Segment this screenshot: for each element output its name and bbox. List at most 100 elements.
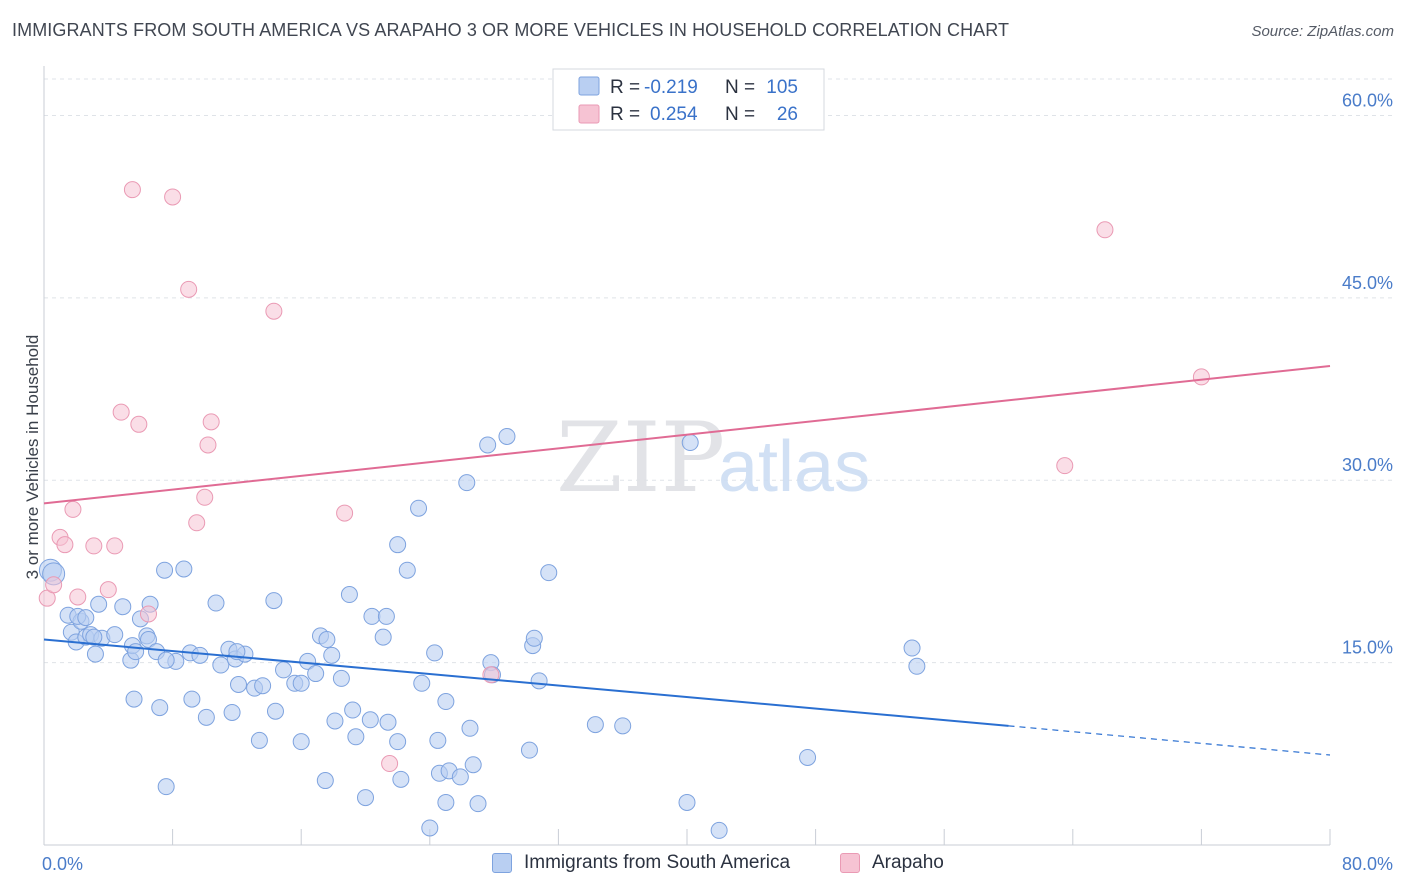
data-point-immigrants: [540, 564, 558, 582]
data-point-immigrants: [379, 713, 397, 731]
legend-r-value: -0.219: [644, 77, 698, 98]
data-point-arapaho: [130, 415, 148, 433]
data-point-immigrants: [398, 561, 416, 579]
data-point-immigrants: [114, 598, 132, 616]
data-point-arapaho: [1192, 368, 1210, 386]
data-point-immigrants: [458, 474, 476, 492]
data-point-arapaho: [99, 581, 117, 599]
trend-line-arapaho: [43, 364, 1331, 505]
legend-swatch-immigrants: [492, 853, 512, 873]
data-point-arapaho: [1056, 457, 1074, 475]
data-point-immigrants: [340, 586, 358, 604]
y-tick-label: 45.0%: [1342, 273, 1393, 293]
data-point-immigrants: [86, 645, 104, 663]
series-immigrants-points: [38, 427, 926, 839]
data-point-immigrants: [678, 793, 696, 811]
data-point-immigrants: [332, 669, 350, 687]
data-point-immigrants: [326, 712, 344, 730]
series-arapaho-points: [38, 181, 1210, 773]
legend-swatch-pink: [578, 104, 600, 124]
data-point-immigrants: [275, 661, 293, 679]
data-point-immigrants: [183, 690, 201, 708]
grid-lines: [44, 78, 1396, 664]
data-point-arapaho: [1096, 221, 1114, 239]
data-point-immigrants: [681, 434, 699, 452]
data-point-immigrants: [530, 672, 548, 690]
legend-r-label: R =: [610, 77, 640, 98]
data-point-immigrants: [437, 793, 455, 811]
data-point-immigrants: [525, 629, 543, 647]
trend-lines: [43, 364, 1331, 756]
data-point-immigrants: [498, 427, 516, 445]
data-point-arapaho: [336, 504, 354, 522]
legend-item-arapaho: Arapaho: [840, 852, 944, 874]
data-point-arapaho: [69, 588, 87, 606]
data-point-immigrants: [389, 536, 407, 554]
data-point-immigrants: [254, 677, 272, 695]
data-point-immigrants: [265, 592, 283, 610]
data-point-immigrants: [426, 644, 444, 662]
data-point-immigrants: [479, 436, 497, 454]
data-point-arapaho: [381, 755, 399, 773]
data-point-immigrants: [175, 560, 193, 578]
x-tick-labels: 0.0% 80.0%: [42, 854, 1393, 874]
legend-r-label: R =: [610, 104, 640, 125]
data-point-immigrants: [363, 607, 381, 625]
data-point-immigrants: [139, 631, 157, 649]
y-axis-label: 3 or more Vehicles in Household: [23, 335, 42, 580]
legend-label-arapaho: Arapaho: [872, 852, 944, 873]
data-point-arapaho: [199, 436, 217, 454]
data-point-immigrants: [344, 701, 362, 719]
data-point-immigrants: [77, 609, 95, 627]
data-point-immigrants: [903, 639, 921, 657]
legend-r-value: 0.254: [650, 104, 698, 125]
data-point-arapaho: [85, 537, 103, 555]
legend-swatch-arapaho: [840, 853, 860, 873]
data-point-immigrants: [421, 819, 439, 837]
data-point-immigrants: [586, 716, 604, 734]
data-point-immigrants: [250, 731, 268, 749]
data-point-immigrants: [266, 702, 284, 720]
data-point-immigrants: [307, 665, 325, 683]
data-point-arapaho: [164, 188, 182, 206]
data-point-immigrants: [614, 717, 632, 735]
data-point-arapaho: [202, 413, 220, 431]
data-point-immigrants: [90, 595, 108, 613]
data-point-immigrants: [464, 756, 482, 774]
data-point-immigrants: [451, 768, 469, 786]
data-point-immigrants: [374, 628, 392, 646]
y-tick-label: 15.0%: [1342, 638, 1393, 658]
data-point-arapaho: [139, 605, 157, 623]
data-point-arapaho: [112, 403, 130, 421]
data-point-arapaho: [188, 514, 206, 532]
chart-title: IMMIGRANTS FROM SOUTH AMERICA VS ARAPAHO…: [12, 20, 1010, 40]
data-point-immigrants: [156, 561, 174, 579]
data-point-immigrants: [377, 607, 395, 625]
trend-line-immigrants: [43, 638, 1009, 727]
data-point-immigrants: [207, 594, 225, 612]
data-point-arapaho: [64, 500, 82, 518]
data-point-immigrants: [85, 628, 103, 646]
data-point-immigrants: [347, 728, 365, 746]
axes: [43, 66, 1331, 846]
data-point-immigrants: [410, 499, 428, 517]
data-point-arapaho: [45, 576, 63, 594]
data-point-immigrants: [413, 674, 431, 692]
data-point-immigrants: [125, 690, 143, 708]
trend-line-immigrants-extension: [1008, 725, 1331, 756]
data-point-arapaho: [123, 181, 141, 199]
data-point-immigrants: [318, 631, 336, 649]
legend-n-label: N =: [725, 77, 755, 98]
data-point-immigrants: [392, 770, 410, 788]
data-point-immigrants: [361, 711, 379, 729]
legend-n-label: N =: [725, 104, 755, 125]
data-point-immigrants: [127, 643, 145, 661]
legend-swatch-blue: [578, 76, 600, 96]
data-point-arapaho: [265, 302, 283, 320]
legend-label-immigrants: Immigrants from South America: [524, 852, 791, 873]
data-point-immigrants: [908, 657, 926, 675]
data-point-immigrants: [106, 626, 124, 644]
data-point-immigrants: [230, 676, 248, 694]
data-point-arapaho: [196, 488, 214, 506]
